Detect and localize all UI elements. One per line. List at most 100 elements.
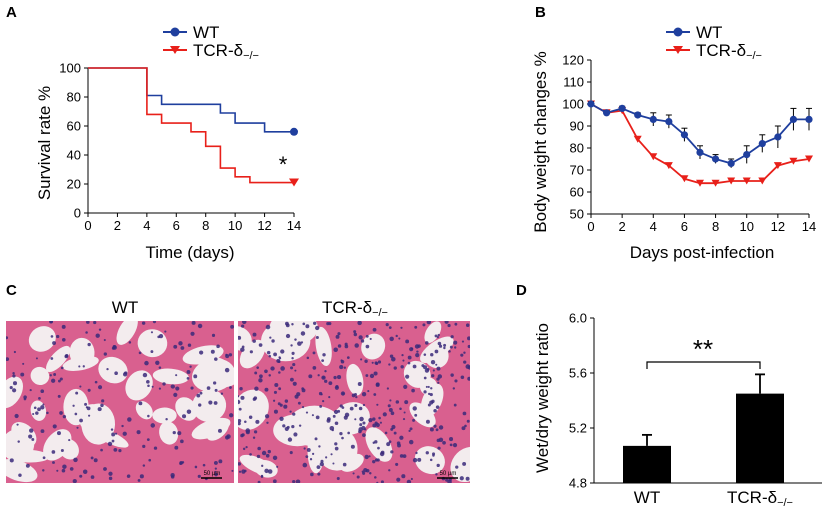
histology-ko-nucleus [449,345,453,349]
histology-wt-nucleus [229,413,234,418]
legend-wt-marker [673,27,683,37]
histology-wt-nucleus [100,403,104,408]
histology-ko-nucleus [433,409,437,413]
histology-ko-nucleus [408,429,411,432]
histology-wt-nucleus [206,386,211,390]
histology-ko-nucleus [391,356,396,362]
histology-ko-nucleus [442,440,446,445]
histology-ko-nucleus [372,459,376,464]
histology-wt-nucleus [84,402,88,406]
histology-wt-nucleus [196,393,201,398]
histology-wt-nucleus [199,391,203,395]
histology-wt-nucleus [103,338,106,342]
histology-ko-nucleus [365,374,369,377]
histology-wt-alveolus [28,326,56,352]
survival-endpoint-wt [290,127,298,136]
histology-ko-nucleus [303,447,306,450]
histology-ko-nucleus [297,341,302,346]
histology-wt-nucleus [78,365,81,368]
histology-wt-nucleus [146,380,150,384]
histology-wt-nucleus [150,423,156,428]
histology-wt-nucleus [186,377,190,380]
histology-wt-nucleus [12,381,18,386]
histology-ko-nucleus [453,340,458,345]
histology-ko-nucleus [311,414,314,417]
histology-wt-nucleus [85,406,88,409]
histology-ko-nucleus [462,461,467,466]
histology-ko-nucleus [430,360,436,365]
weight-point-wt [665,118,673,126]
ratio-ytick-label: 5.6 [569,366,587,381]
legend-ko-label: TCR-δ−/− [193,41,259,62]
histology-ko-nucleus [431,374,435,378]
histology-wt-nucleus [179,462,183,465]
panel-letter-d: D [516,282,527,299]
histology-wt-alveolus [152,368,189,385]
histology-ko-nucleus [311,452,315,456]
histology-ko-nucleus [382,412,387,417]
histology-wt-nucleus [199,350,204,355]
histology-ko-nucleus [353,330,357,334]
weight-point-wt [774,133,782,141]
histology-wt-nucleus [98,328,102,331]
histology-wt-nucleus [224,367,230,373]
histology-ko-nucleus [404,400,409,405]
histology-ko-nucleus [434,349,439,354]
histology-ko-airspace [273,414,322,447]
histology-wt-nucleus [147,414,150,418]
histology-wt-nucleus [122,431,127,436]
histology-ko-nucleus [367,390,370,393]
histology-ko-nucleus [249,350,253,354]
weight-xtick-label: 8 [712,219,719,234]
histology-wt-nucleus [108,471,113,476]
histology-ko-nucleus [467,336,470,341]
histology-wt-nucleus [35,411,39,415]
histology-ko-nucleus [365,344,370,349]
histology-ko-nucleus [449,443,453,447]
histology-ko-nucleus [369,373,375,379]
histology-ko-nucleus [238,470,242,473]
histology-ko-nucleus [347,431,350,435]
histology-wt-nucleus [213,460,218,465]
survival-ytick-label: 100 [59,61,81,76]
histology-wt-alveolus [125,370,153,401]
weight-xtick-label: 6 [681,219,688,234]
histology-wt-nucleus [50,335,54,338]
histology-wt-nucleus [107,441,113,447]
histology-wt-nucleus [53,373,57,376]
histology-ko-nucleus [346,356,350,359]
weight-point-ko [680,175,689,183]
histology-wt-nucleus [214,467,217,470]
histology-ko-nucleus [354,403,358,408]
histology-ko-nucleus [276,465,279,468]
survival-ytick-label: 60 [67,119,81,134]
histology-ko-nucleus [437,381,440,384]
histology-ko-nucleus [298,424,302,427]
histology-ko-nucleus [433,424,437,428]
histology-label-ko-sub: −/− [372,307,388,319]
histology-wt-nucleus [111,439,115,443]
histology-ko-nucleus [390,411,395,416]
survival-ytick-label: 40 [67,148,81,163]
histology-ko-nucleus [412,364,417,369]
weight-ytick-label: 80 [570,141,584,156]
histology-ko-nucleus [438,344,443,348]
histology-ko-nucleus [245,430,250,435]
histology-wt-nucleus [93,321,97,325]
histology-ko-nucleus [300,331,306,336]
histology-ko-nucleus [376,458,380,462]
weight-xtick-label: 14 [802,219,816,234]
histology-wt-nucleus [38,397,41,400]
histology-ko-nucleus [372,423,377,428]
histology-ko-nucleus [267,449,271,454]
histology-ko-nucleus [380,450,385,455]
weight-point-ko [664,162,673,170]
histology-ko-nucleus [258,378,263,383]
histology-wt-nucleus [121,424,124,428]
histology-wt-nucleus [31,438,35,441]
histology-ko-nucleus [396,477,401,482]
histology-ko-nucleus [306,356,310,360]
histology-ko-nucleus [407,361,411,365]
histology-ko-nucleus [369,337,372,341]
ratio-ytick-label: 4.8 [569,476,587,491]
